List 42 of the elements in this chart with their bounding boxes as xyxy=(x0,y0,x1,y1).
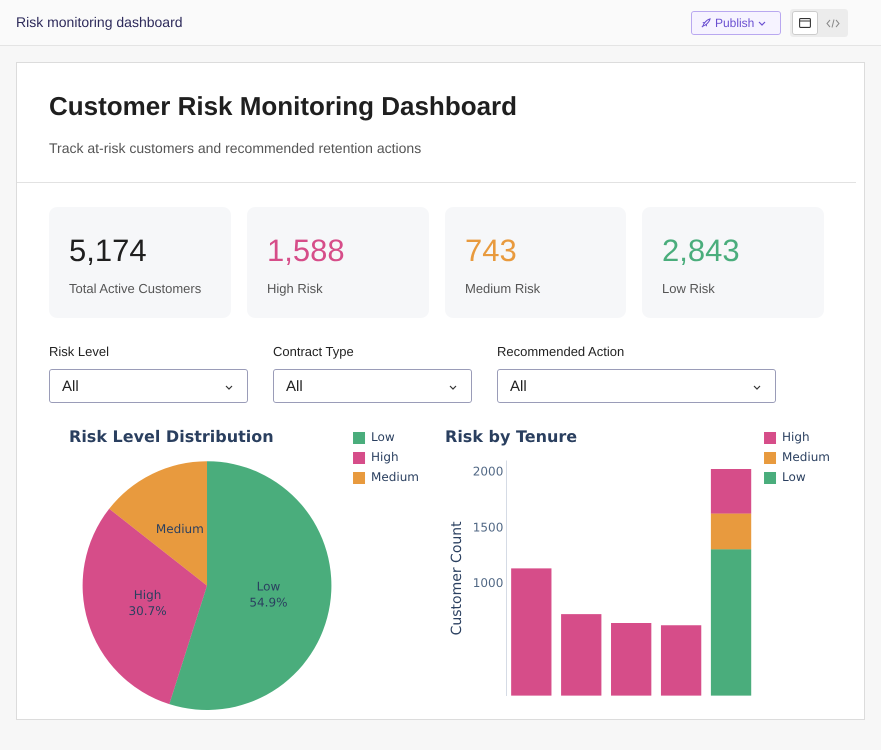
text: Total Active Customers xyxy=(69,281,202,296)
text: 743 xyxy=(465,233,517,269)
text: All xyxy=(510,378,527,395)
text: Risk monitoring dashboard xyxy=(16,14,183,30)
text: All xyxy=(62,378,79,395)
y-tick-label: 1000 xyxy=(472,576,504,590)
text: Track at-risk customers and recommended retention actions xyxy=(49,140,422,156)
text: High Risk xyxy=(267,281,323,296)
bar xyxy=(710,469,752,514)
text: All xyxy=(286,378,303,395)
bar xyxy=(511,568,552,696)
bar xyxy=(660,625,702,696)
text: Customer Risk Monitoring Dashboard xyxy=(49,91,518,122)
data-label: 54.9% xyxy=(249,595,288,610)
legend-label: Low xyxy=(371,430,395,444)
chart-title: Risk by Tenure xyxy=(445,426,578,446)
data-label: 30.7% xyxy=(128,604,167,618)
text: 5,174 xyxy=(69,233,147,269)
text: Medium Risk xyxy=(465,281,540,296)
legend-label: High xyxy=(371,450,399,464)
legend-label: Medium xyxy=(782,450,830,464)
y-tick-label: 1500 xyxy=(472,520,504,534)
text: Publish xyxy=(715,16,754,30)
bar xyxy=(710,514,752,550)
slice-label: Medium xyxy=(156,522,204,536)
text: Recommended Action xyxy=(497,344,624,359)
bar xyxy=(611,623,652,696)
text: Contract Type xyxy=(273,344,354,359)
slice-label: Low xyxy=(256,579,280,594)
text: Low Risk xyxy=(662,281,715,296)
y-tick-label: 2000 xyxy=(472,464,504,478)
y-axis-title: Customer Count xyxy=(449,520,466,636)
legend-label: High xyxy=(782,430,810,444)
text: 1,588 xyxy=(267,233,345,269)
slice-label: High xyxy=(134,588,162,602)
bar xyxy=(710,549,752,696)
text: Risk Level xyxy=(49,344,109,359)
chart-title: Risk Level Distribution xyxy=(69,426,274,446)
legend-label: Medium xyxy=(371,470,419,484)
bar xyxy=(561,614,602,696)
legend-label: Low xyxy=(782,470,806,484)
text: 2,843 xyxy=(662,233,740,269)
